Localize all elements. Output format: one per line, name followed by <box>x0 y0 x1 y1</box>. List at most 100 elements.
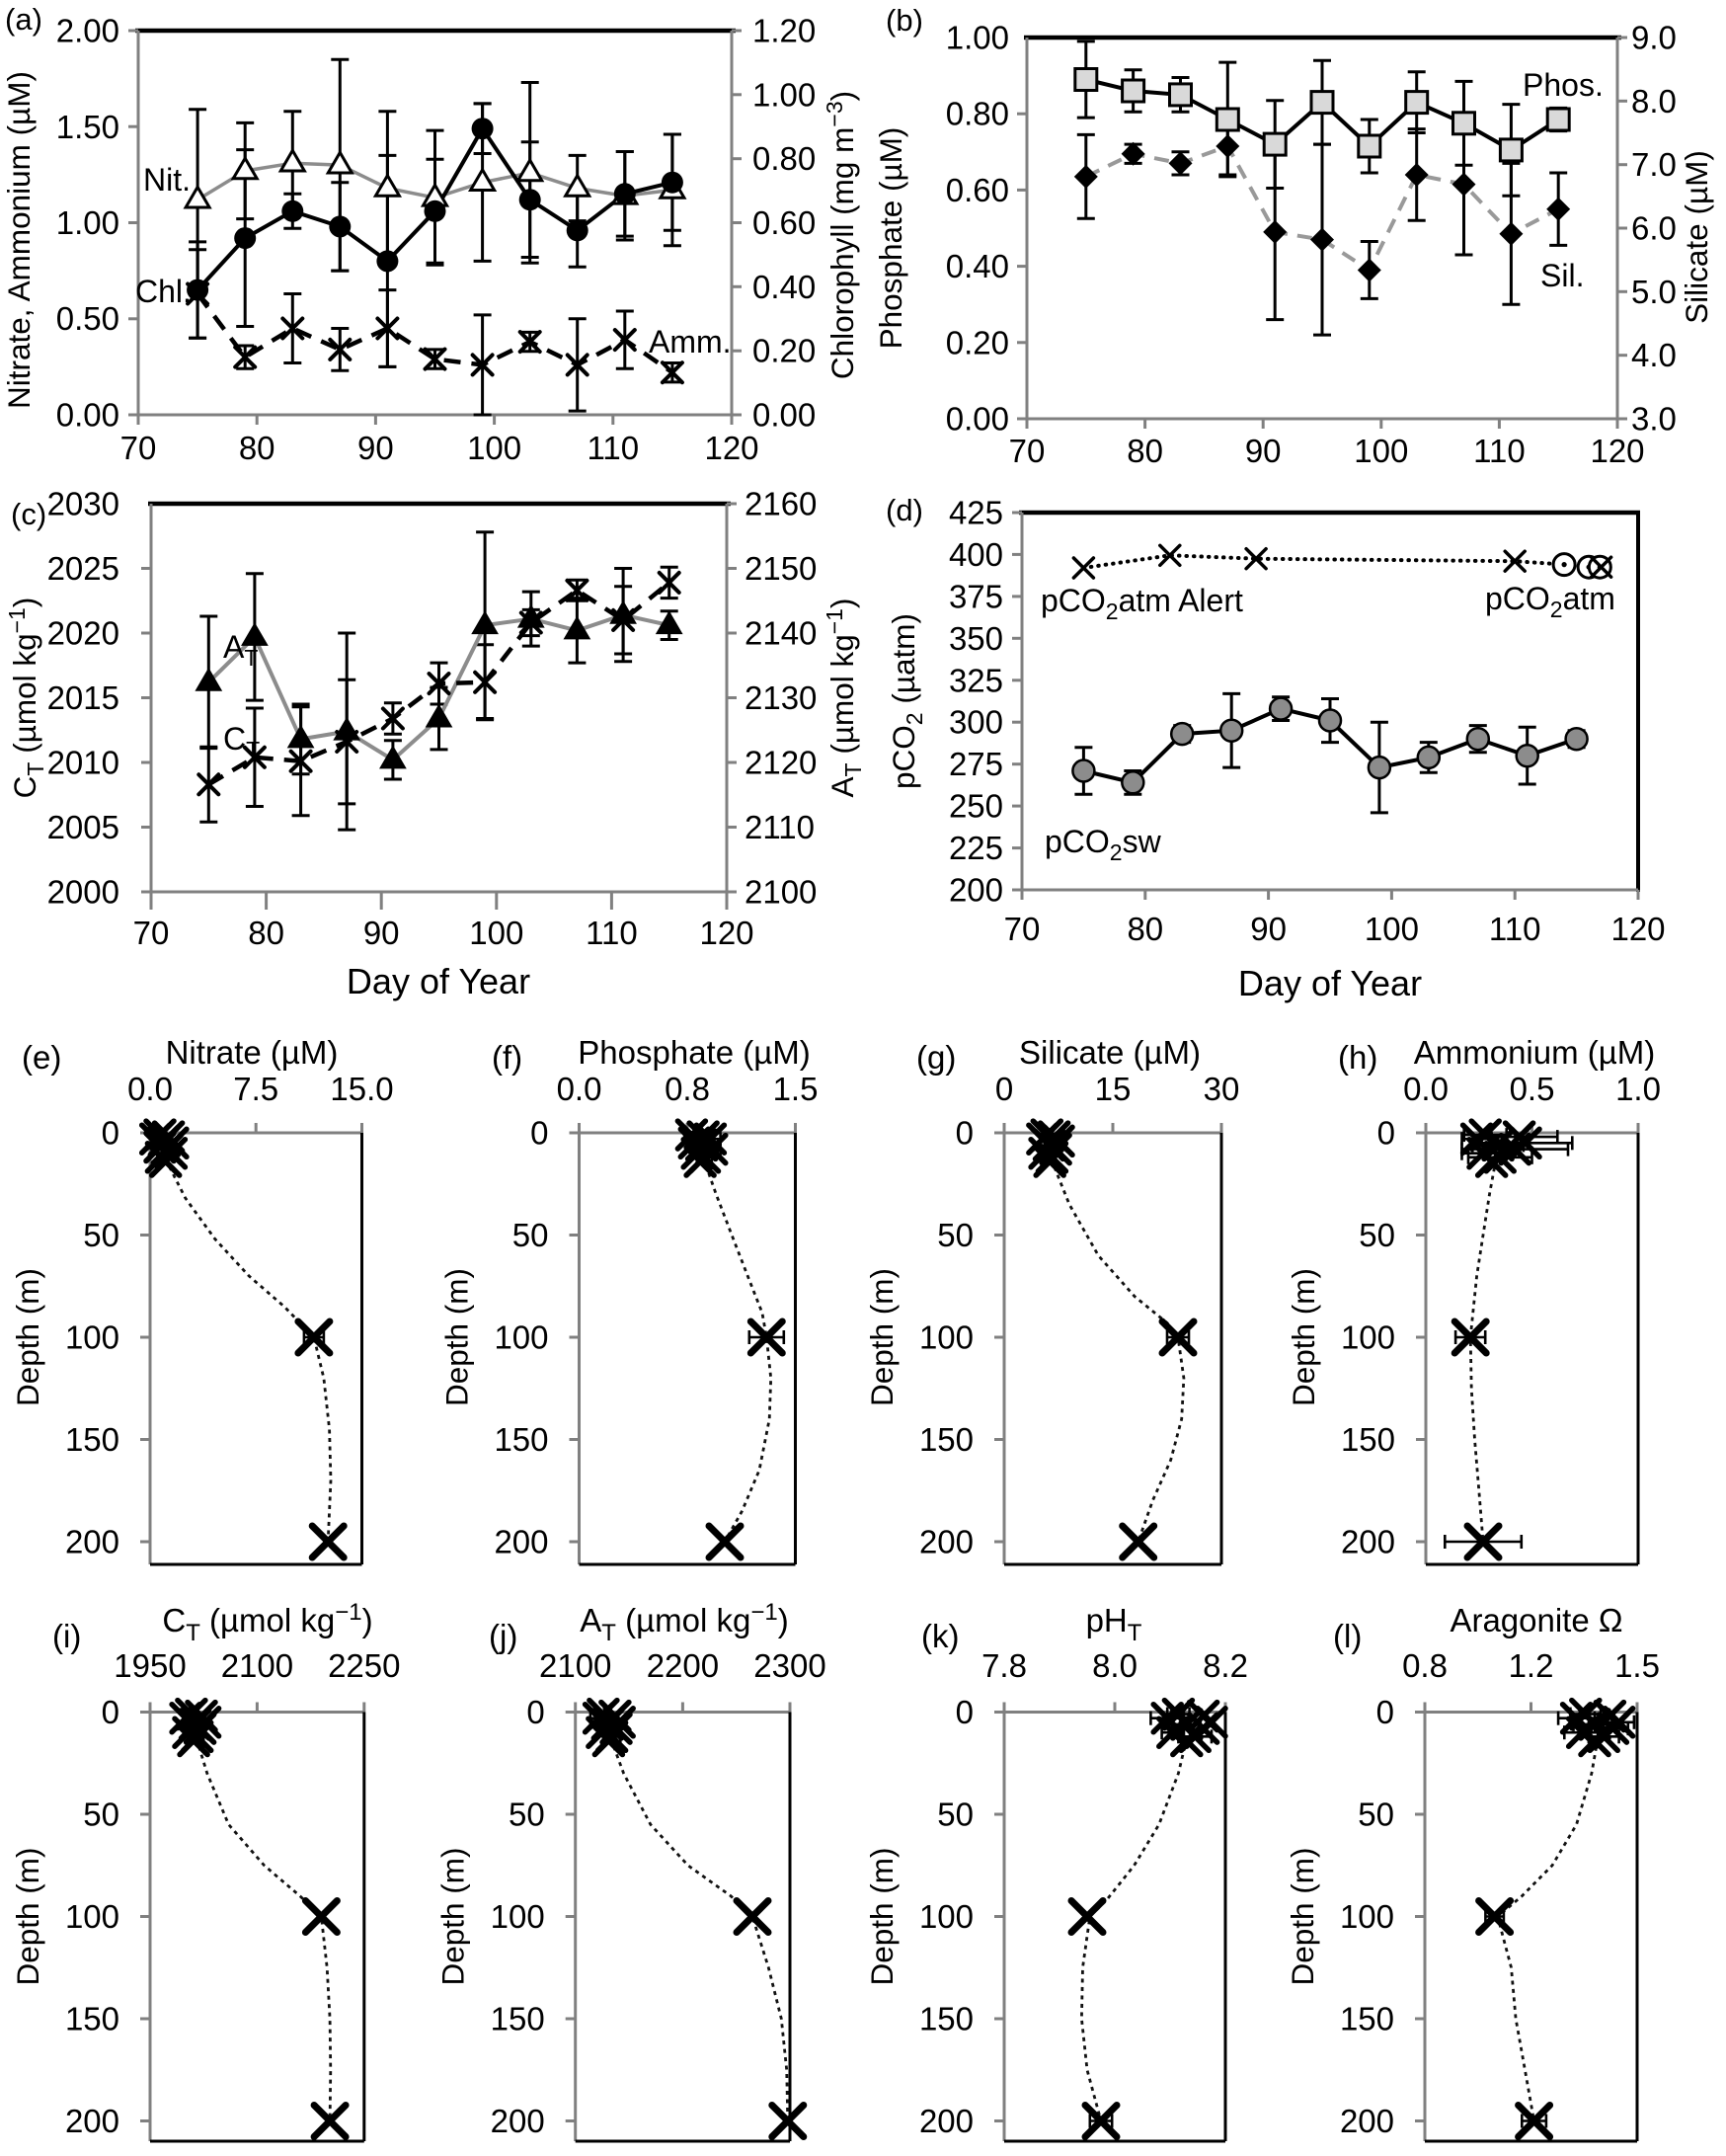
svg-text:2120: 2120 <box>745 745 817 781</box>
svg-text:90: 90 <box>363 915 400 951</box>
svg-text:0.40: 0.40 <box>946 248 1009 284</box>
svg-text:200: 200 <box>65 1524 119 1560</box>
svg-text:Depth (m): Depth (m) <box>1285 1847 1320 1985</box>
svg-text:6.0: 6.0 <box>1631 210 1677 247</box>
svg-text:8.0: 8.0 <box>1631 83 1677 120</box>
svg-text:0: 0 <box>102 1115 119 1152</box>
svg-text:Chl.: Chl. <box>135 274 192 309</box>
svg-text:pCO2​sw: pCO2​sw <box>1045 824 1162 865</box>
svg-text:70: 70 <box>133 915 170 951</box>
svg-text:350: 350 <box>949 620 1003 657</box>
svg-text:1.0: 1.0 <box>1615 1071 1661 1107</box>
svg-text:250: 250 <box>949 788 1003 825</box>
svg-text:100: 100 <box>494 1319 548 1356</box>
svg-text:400: 400 <box>949 536 1003 573</box>
svg-text:2100: 2100 <box>221 1647 293 1684</box>
svg-text:1.00: 1.00 <box>752 76 816 113</box>
svg-text:(a): (a) <box>5 2 42 37</box>
svg-text:70: 70 <box>1004 911 1041 947</box>
svg-text:Silicate (µM): Silicate (µM) <box>1679 150 1714 324</box>
svg-text:120: 120 <box>1590 433 1644 469</box>
svg-text:120: 120 <box>1610 911 1665 947</box>
svg-text:200: 200 <box>1340 2103 1394 2139</box>
svg-text:150: 150 <box>919 2001 974 2037</box>
svg-text:0.00: 0.00 <box>752 397 816 434</box>
svg-text:4.0: 4.0 <box>1631 337 1677 373</box>
svg-text:(f): (f) <box>492 1039 522 1076</box>
svg-text:90: 90 <box>1245 433 1282 469</box>
svg-text:100: 100 <box>469 915 523 951</box>
svg-text:0.80: 0.80 <box>752 140 816 177</box>
svg-text:30: 30 <box>1204 1071 1240 1107</box>
svg-text:2025: 2025 <box>47 550 119 587</box>
svg-text:Day of Year: Day of Year <box>347 961 530 1001</box>
svg-text:2130: 2130 <box>745 679 817 716</box>
svg-text:2110: 2110 <box>745 809 815 845</box>
svg-text:200: 200 <box>491 2103 545 2139</box>
svg-text:(h): (h) <box>1338 1039 1377 1076</box>
svg-text:80: 80 <box>1127 911 1163 947</box>
svg-text:Depth (m): Depth (m) <box>10 1847 45 1985</box>
svg-text:(k): (k) <box>921 1618 959 1654</box>
svg-text:2.00: 2.00 <box>56 13 119 49</box>
svg-text:150: 150 <box>494 1421 548 1458</box>
svg-text:(e): (e) <box>22 1039 61 1076</box>
svg-text:70: 70 <box>120 430 157 466</box>
svg-text:100: 100 <box>1354 433 1408 469</box>
svg-text:0.0: 0.0 <box>557 1071 602 1107</box>
svg-text:0.8: 0.8 <box>1402 1647 1448 1684</box>
svg-text:100: 100 <box>919 1898 974 1935</box>
svg-text:(g): (g) <box>916 1039 956 1076</box>
svg-text:0.00: 0.00 <box>56 397 119 434</box>
svg-text:2015: 2015 <box>47 679 119 716</box>
svg-text:50: 50 <box>1358 1797 1394 1833</box>
svg-text:9.0: 9.0 <box>1631 20 1677 56</box>
svg-text:375: 375 <box>949 578 1003 614</box>
svg-text:1950: 1950 <box>114 1647 186 1684</box>
svg-text:0.60: 0.60 <box>946 172 1009 208</box>
svg-text:100: 100 <box>919 1319 974 1356</box>
svg-text:0: 0 <box>530 1115 548 1152</box>
svg-text:0: 0 <box>956 1115 974 1152</box>
svg-text:275: 275 <box>949 746 1003 782</box>
svg-text:1.5: 1.5 <box>773 1071 819 1107</box>
svg-text:200: 200 <box>949 872 1003 909</box>
svg-text:200: 200 <box>919 1524 974 1560</box>
svg-text:2000: 2000 <box>47 874 119 911</box>
svg-text:1.00: 1.00 <box>56 204 119 241</box>
svg-text:2030: 2030 <box>47 486 119 522</box>
svg-text:(b): (b) <box>886 3 923 38</box>
svg-text:2160: 2160 <box>745 486 817 522</box>
svg-text:Ammonium (µM): Ammonium (µM) <box>1414 1034 1656 1071</box>
svg-text:(j): (j) <box>489 1618 517 1654</box>
svg-text:8.0: 8.0 <box>1092 1647 1138 1684</box>
svg-text:7.0: 7.0 <box>1631 146 1677 183</box>
svg-text:0: 0 <box>102 1694 119 1730</box>
svg-text:2100: 2100 <box>745 874 817 911</box>
svg-text:Depth (m): Depth (m) <box>439 1268 475 1406</box>
svg-text:100: 100 <box>65 1319 119 1356</box>
svg-text:150: 150 <box>919 1421 974 1458</box>
svg-text:0.8: 0.8 <box>665 1071 710 1107</box>
svg-text:150: 150 <box>65 1421 119 1458</box>
svg-text:1.5: 1.5 <box>1614 1647 1660 1684</box>
svg-text:Depth (m): Depth (m) <box>864 1847 900 1985</box>
svg-text:0.5: 0.5 <box>1510 1071 1555 1107</box>
svg-text:(l): (l) <box>1333 1618 1362 1654</box>
svg-text:120: 120 <box>699 915 753 951</box>
svg-text:110: 110 <box>586 915 638 951</box>
svg-text:50: 50 <box>83 1797 119 1833</box>
svg-text:Aragonite Ω: Aragonite Ω <box>1450 1602 1622 1638</box>
svg-text:2005: 2005 <box>47 809 119 845</box>
svg-text:15: 15 <box>1095 1071 1132 1107</box>
svg-text:110: 110 <box>1489 911 1541 947</box>
svg-text:7.5: 7.5 <box>233 1071 278 1107</box>
svg-text:7.8: 7.8 <box>981 1647 1027 1684</box>
svg-text:425: 425 <box>949 495 1003 531</box>
svg-text:100: 100 <box>1365 911 1419 947</box>
svg-text:1.50: 1.50 <box>56 109 119 145</box>
svg-text:Nitrate, Ammonium (µM): Nitrate, Ammonium (µM) <box>1 71 37 409</box>
svg-text:150: 150 <box>65 2001 119 2037</box>
svg-text:80: 80 <box>248 915 284 951</box>
svg-text:Silicate (µM): Silicate (µM) <box>1019 1034 1201 1071</box>
